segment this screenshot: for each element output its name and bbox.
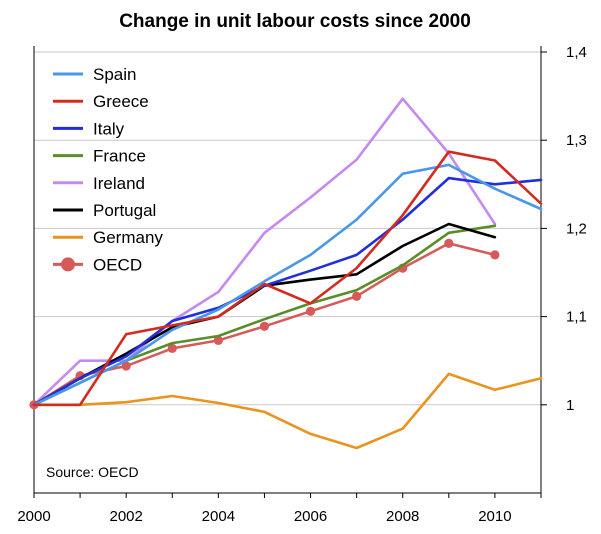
x-tick-label: 2010 (478, 508, 511, 525)
series-line-greece (32, 150, 543, 407)
legend-label-germany: Germany (93, 228, 163, 247)
data-point-oecd (305, 306, 316, 316)
legend-label-ireland: Ireland (93, 174, 145, 193)
series-line-france (32, 224, 497, 407)
legend-label-oecd: OECD (93, 255, 142, 274)
chart-title: Change in unit labour costs since 2000 (119, 11, 471, 32)
legend-marker-oecd (61, 257, 75, 272)
x-tick-label: 2008 (386, 508, 419, 525)
data-point-oecd (167, 343, 177, 353)
series-lines (29, 97, 543, 450)
legend-label-spain: Spain (93, 65, 136, 84)
legend-label-france: France (93, 147, 146, 166)
series-line-ireland (32, 97, 497, 407)
y-tick-label: 1 (566, 397, 574, 414)
data-point-oecd (259, 321, 270, 331)
series-line-portugal (32, 222, 497, 407)
axes: 1 1,1 1,2 1,3 1,4 2000 2002 2004 2006 2008 2010 (17, 44, 587, 525)
y-tick-label: 1,4 (566, 44, 587, 61)
data-point-oecd (444, 238, 454, 248)
data-point-oecd (490, 250, 500, 260)
x-tick-label: 2000 (17, 508, 50, 525)
y-tick-label: 1,3 (566, 132, 587, 149)
data-point-oecd (352, 291, 362, 301)
y-tick-label: 1,1 (566, 309, 587, 326)
grid (34, 51, 541, 406)
legend-label-portugal: Portugal (93, 201, 156, 220)
x-tick-label: 2004 (202, 508, 235, 525)
series-line-spain (32, 163, 543, 407)
legend: Spain Greece Italy France Ireland Portugal Ger… (53, 65, 163, 274)
series-line-germany (32, 372, 543, 450)
x-tick-label: 2006 (294, 508, 327, 525)
legend-label-greece: Greece (93, 92, 149, 111)
data-point-oecd (121, 361, 131, 371)
source-note: Source: OECD (46, 464, 139, 480)
legend-label-italy: Italy (93, 119, 125, 138)
series-line-italy (32, 176, 543, 407)
y-tick-label: 1,2 (566, 220, 587, 237)
data-point-oecd (213, 335, 223, 346)
x-tick-label: 2002 (109, 508, 142, 525)
